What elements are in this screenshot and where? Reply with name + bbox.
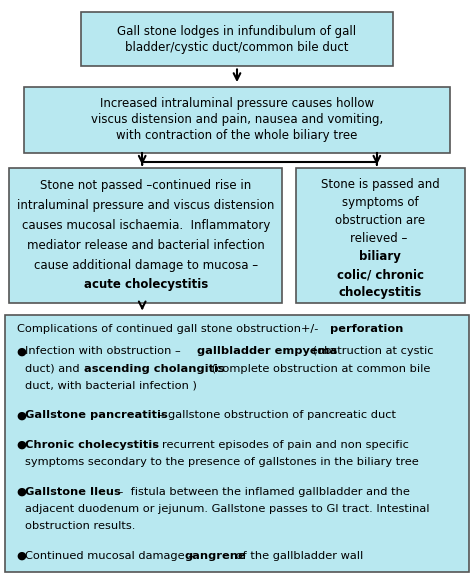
Text: adjacent duodenum or jejunum. Gallstone passes to GI tract. Intestinal: adjacent duodenum or jejunum. Gallstone … bbox=[25, 504, 429, 514]
Bar bbox=[296, 168, 465, 303]
Text: (obstruction at cystic: (obstruction at cystic bbox=[309, 346, 434, 356]
Text: Complications of continued gall stone obstruction+/-: Complications of continued gall stone ob… bbox=[17, 324, 321, 334]
Text: intraluminal pressure and viscus distension: intraluminal pressure and viscus distens… bbox=[17, 199, 274, 212]
Text: ●: ● bbox=[17, 551, 27, 561]
Bar bbox=[24, 87, 450, 153]
Text: gangrene: gangrene bbox=[185, 551, 246, 561]
Text: Gallstone pancreatitis: Gallstone pancreatitis bbox=[25, 410, 168, 420]
Text: duct, with bacterial infection ): duct, with bacterial infection ) bbox=[25, 381, 197, 391]
Text: mediator release and bacterial infection: mediator release and bacterial infection bbox=[27, 239, 264, 251]
Text: acute cholecystitis: acute cholecystitis bbox=[83, 279, 208, 291]
Text: symptoms of: symptoms of bbox=[342, 196, 419, 209]
Text: Gallstone Ileus: Gallstone Ileus bbox=[25, 487, 120, 497]
Text: colic/ chronic: colic/ chronic bbox=[337, 268, 424, 281]
Text: Infection with obstruction –: Infection with obstruction – bbox=[25, 346, 184, 356]
Text: symptoms secondary to the presence of gallstones in the biliary tree: symptoms secondary to the presence of ga… bbox=[25, 457, 419, 467]
Text: ●: ● bbox=[17, 440, 27, 450]
Text: – gallstone obstruction of pancreatic duct: – gallstone obstruction of pancreatic du… bbox=[155, 410, 396, 420]
Text: Stone is passed and: Stone is passed and bbox=[321, 177, 440, 191]
Text: duct) and: duct) and bbox=[25, 364, 83, 373]
Text: – recurrent episodes of pain and non specific: – recurrent episodes of pain and non spe… bbox=[149, 440, 409, 450]
Bar bbox=[5, 315, 469, 572]
Text: Increased intraluminal pressure causes hollow
viscus distension and pain, nausea: Increased intraluminal pressure causes h… bbox=[91, 98, 383, 142]
Text: ●: ● bbox=[17, 410, 27, 420]
Text: Chronic cholecystitis: Chronic cholecystitis bbox=[25, 440, 159, 450]
Text: obstruction results.: obstruction results. bbox=[25, 521, 135, 531]
Bar bbox=[9, 168, 282, 303]
Text: cause additional damage to mucosa –: cause additional damage to mucosa – bbox=[34, 258, 258, 272]
Text: Continued mucosal damage –: Continued mucosal damage – bbox=[25, 551, 198, 561]
Text: ascending cholangitis: ascending cholangitis bbox=[84, 364, 225, 373]
Text: causes mucosal ischaemia.  Inflammatory: causes mucosal ischaemia. Inflammatory bbox=[22, 218, 270, 232]
Text: of the gallbladder wall: of the gallbladder wall bbox=[232, 551, 364, 561]
Bar bbox=[81, 12, 393, 66]
Text: ●: ● bbox=[17, 487, 27, 497]
Text: biliary: biliary bbox=[359, 250, 401, 263]
Text: –  fistula between the inflamed gallbladder and the: – fistula between the inflamed gallbladd… bbox=[114, 487, 410, 497]
Text: ●: ● bbox=[17, 346, 27, 356]
Text: (complete obstruction at common bile: (complete obstruction at common bile bbox=[209, 364, 431, 373]
Text: Gall stone lodges in infundibulum of gall
bladder/cystic duct/common bile duct: Gall stone lodges in infundibulum of gal… bbox=[118, 24, 356, 54]
Text: perforation: perforation bbox=[330, 324, 404, 334]
Text: obstruction are: obstruction are bbox=[335, 214, 426, 227]
Text: Stone not passed –continued rise in: Stone not passed –continued rise in bbox=[40, 179, 251, 191]
Text: relieved –: relieved – bbox=[350, 232, 411, 245]
Text: gallbladder empyema: gallbladder empyema bbox=[197, 346, 337, 356]
Text: cholecystitis: cholecystitis bbox=[339, 286, 422, 299]
